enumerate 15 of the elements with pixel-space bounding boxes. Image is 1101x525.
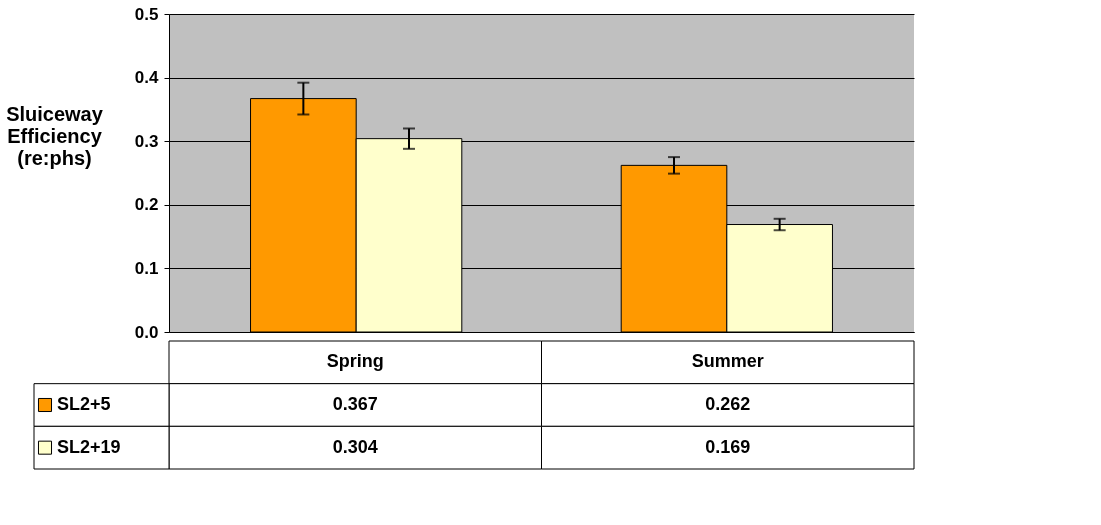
y-tick-label: 0.4 (134, 68, 160, 88)
x-tick-label: Summer (691, 351, 764, 372)
y-tick-label: 0.5 (134, 4, 159, 24)
y-axis-title: Sluiceway Efficiency (re:phs) (6, 102, 104, 169)
y-tick-label: 0.3 (134, 131, 159, 151)
data-label: 0.367 (332, 394, 378, 414)
x-tick-label: Spring (326, 351, 384, 372)
data-label: 0.304 (332, 436, 378, 457)
y-tick-label: 0.1 (134, 258, 159, 278)
data-label: 0.262 (705, 394, 751, 414)
legend-label: SL2+19 (57, 436, 121, 457)
data-label: 0.169 (705, 436, 751, 457)
y-tick-label: 0.0 (134, 322, 159, 342)
legend-label: SL2+5 (57, 394, 111, 414)
y-tick-label: 0.2 (134, 195, 159, 215)
